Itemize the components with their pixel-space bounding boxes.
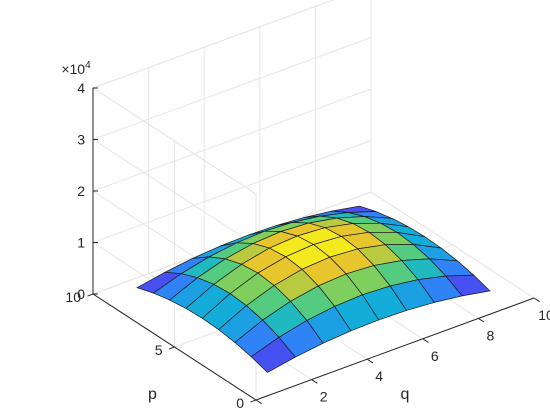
z-tick-label: 2 bbox=[77, 183, 85, 199]
q-tick-mark bbox=[311, 379, 318, 384]
surface-layer bbox=[136, 205, 491, 373]
y-tick-label: 5 bbox=[155, 342, 163, 358]
z-tick-label: 1 bbox=[77, 235, 85, 251]
z-tick-label: 4 bbox=[77, 80, 85, 96]
q-tick-mark bbox=[366, 358, 374, 364]
x-tick-label: 2 bbox=[320, 389, 328, 405]
exponent-power: 4 bbox=[85, 60, 91, 71]
y-tick-label: 10 bbox=[65, 289, 81, 305]
x-axis-label: q bbox=[401, 386, 410, 403]
p-tick-mark bbox=[250, 399, 257, 403]
p-tick-mark bbox=[87, 293, 94, 297]
x-tick-label: 4 bbox=[375, 368, 383, 384]
y-tick-label: 0 bbox=[236, 395, 244, 410]
exponent-label: ×104 bbox=[61, 60, 91, 77]
x-tick-label: 6 bbox=[431, 348, 439, 364]
q-tick-mark bbox=[533, 297, 540, 303]
tick-layer: 0 1 2 3 4 0 2 4 6 8 10 0 5 10 q p ×104 bbox=[61, 60, 550, 410]
axis-layer bbox=[87, 87, 540, 405]
x-tick-label: 10 bbox=[538, 307, 550, 323]
q-tick-mark bbox=[478, 317, 485, 323]
p-tick-mark bbox=[168, 346, 175, 350]
surface-patch bbox=[250, 336, 296, 373]
x-tick-label: 8 bbox=[487, 327, 495, 343]
exponent-base: ×10 bbox=[61, 61, 85, 77]
q-axis-line bbox=[255, 297, 535, 401]
z-tick-label: 0 bbox=[77, 286, 85, 302]
q-tick-mark bbox=[422, 338, 429, 343]
q-tick-mark bbox=[255, 399, 262, 405]
z-tick-label: 3 bbox=[77, 132, 85, 148]
y-axis-label: p bbox=[148, 386, 157, 403]
